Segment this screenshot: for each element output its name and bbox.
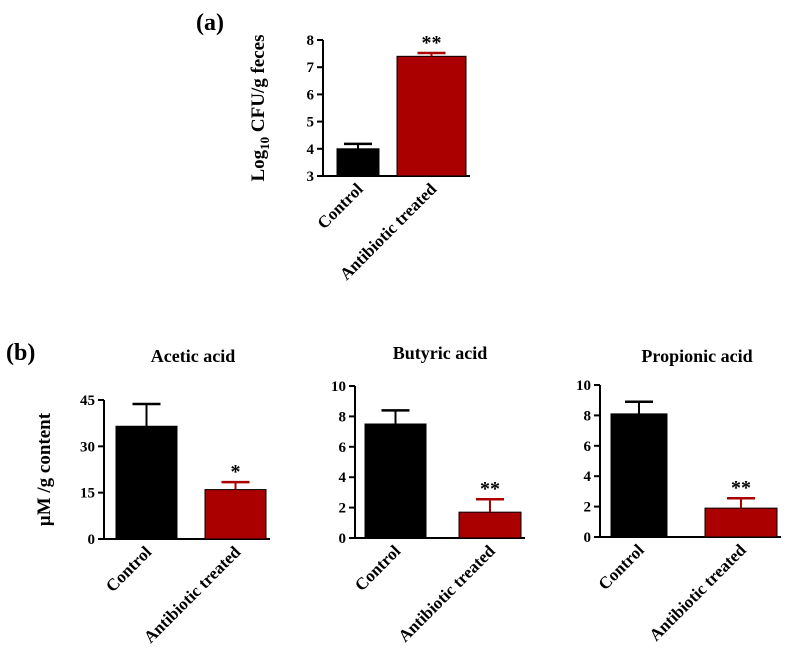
panel-a-label: (a) [196, 10, 224, 36]
y-axis-label: μM /g content [34, 412, 55, 526]
y-tick-label: 8 [339, 409, 347, 425]
y-tick-label: 2 [339, 501, 347, 517]
y-tick-label: 3 [307, 169, 315, 185]
bar-antibiotic-treated [204, 489, 267, 540]
significance-marker: ** [731, 477, 751, 499]
panel-b-label: (b) [6, 340, 35, 366]
bar-antibiotic-treated [396, 55, 467, 177]
y-tick-label: 7 [307, 60, 315, 76]
y-tick-label: 2 [584, 500, 592, 516]
y-tick-label: 0 [584, 530, 592, 546]
significance-marker: ** [422, 32, 442, 54]
y-tick-label: 30 [80, 439, 95, 455]
chart-propionic-acid: Propionic acid 0 2 4 6 8 10 Control ** Antibiotic… [576, 346, 781, 645]
y-tick-label: 6 [307, 87, 315, 103]
category-label: Control [351, 541, 404, 594]
category-label: Control [595, 540, 648, 593]
y-tick-label: 5 [307, 115, 315, 131]
y-tick-label: 45 [80, 393, 95, 409]
category-label: Antibiotic treated [394, 541, 499, 646]
bar-control [610, 413, 668, 538]
chart-title: Acetic acid [151, 346, 235, 366]
bar-antibiotic-treated [704, 507, 778, 538]
y-tick-label: 4 [307, 142, 315, 158]
chart-title: Propionic acid [641, 346, 752, 366]
y-tick-label: 10 [576, 378, 591, 394]
y-tick-label: 6 [584, 439, 592, 455]
y-tick-label: 0 [88, 532, 96, 548]
category-label: Control [314, 179, 367, 232]
y-tick-label: 8 [584, 408, 592, 424]
y-tick-label: 8 [307, 33, 315, 49]
y-tick-label: 15 [80, 486, 95, 502]
chart-acetic-acid: Acetic acid 0 15 30 45 μM /g content Control * A… [34, 346, 270, 647]
y-tick-label: 6 [339, 440, 347, 456]
y-tick-label: 10 [331, 379, 346, 395]
significance-marker: ** [480, 478, 500, 500]
category-label: Antibiotic treated [645, 540, 750, 645]
category-label: Control [102, 542, 155, 595]
chart-butyric-acid: Butyric acid 0 2 4 6 8 10 Control ** Antibiotic t… [331, 343, 525, 646]
y-tick-label: 4 [339, 470, 347, 486]
chart-title: Butyric acid [393, 343, 488, 363]
bar-antibiotic-treated [458, 511, 522, 539]
y-tick-label: 0 [339, 531, 347, 547]
category-label: Antibiotic treated [140, 542, 245, 647]
significance-marker: * [231, 461, 241, 483]
bar-control [364, 423, 427, 539]
y-axis-label: Log10 CFU/g feces [248, 34, 272, 181]
bar-control [336, 148, 380, 177]
bar-control [115, 425, 178, 540]
y-tick-label: 4 [584, 469, 592, 485]
